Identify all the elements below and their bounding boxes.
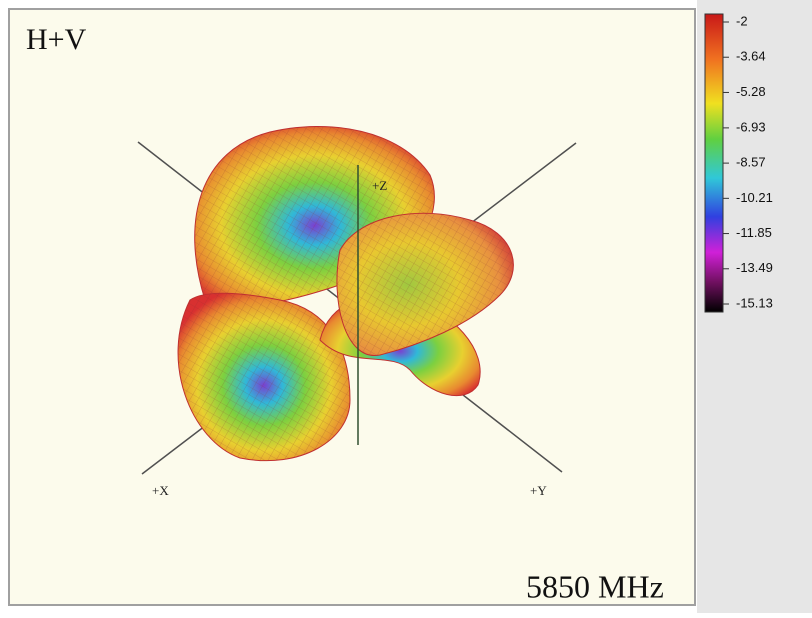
colorbar-tick-label: -2 xyxy=(736,13,748,28)
frequency-label: 5850 MHz xyxy=(526,568,664,604)
colorbar-tick-label: -8.57 xyxy=(736,155,766,170)
z-axis-label: +Z xyxy=(372,178,387,193)
colorbar-ticks: -2 -3.64 -5.28 -6.93 -8.57 -10.21 -11.85 -13.49… xyxy=(723,13,773,310)
colorbar-tick-label: -11.85 xyxy=(736,225,772,240)
x-axis-label: +X xyxy=(152,483,169,498)
colorbar-tick-label: -5.28 xyxy=(736,84,766,99)
colorbar xyxy=(704,13,724,313)
title: H+V xyxy=(26,23,87,56)
front-lobe-mesh xyxy=(336,213,514,356)
radiation-pattern xyxy=(177,126,514,462)
colorbar-tick-label: -15.13 xyxy=(736,295,773,310)
y-axis-label: +Y xyxy=(530,483,547,498)
lower-lobe-mesh xyxy=(178,293,350,461)
colorbar-tick-label: -6.93 xyxy=(736,119,766,134)
colorbar-tick-label: -3.64 xyxy=(736,49,766,64)
colorbar-tick-label: -10.21 xyxy=(736,190,773,205)
colorbar-tick-label: -13.49 xyxy=(736,260,773,275)
